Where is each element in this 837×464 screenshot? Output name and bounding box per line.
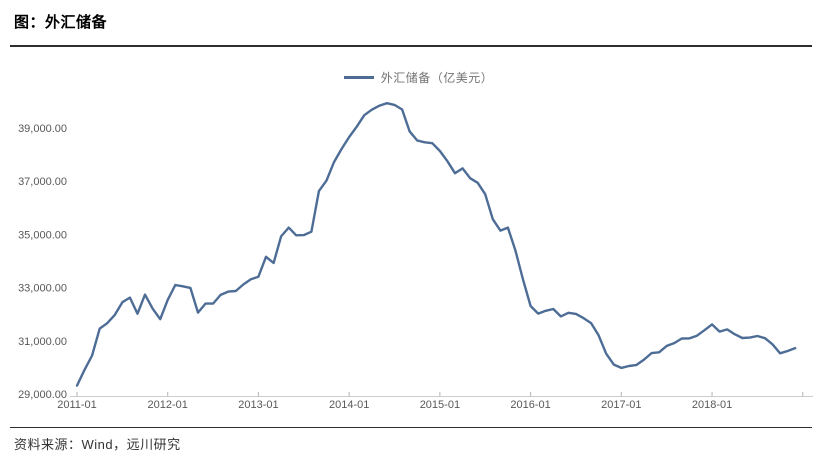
y-tick-label: 35,000.00 [18, 229, 67, 241]
x-tick-label: 2016-01 [510, 399, 550, 411]
x-tick-label: 2013-01 [238, 399, 278, 411]
x-tick-label: 2017-01 [601, 399, 641, 411]
x-axis [70, 392, 813, 397]
figure-title: 图：外汇储备 [14, 14, 108, 31]
y-tick-label: 39,000.00 [18, 123, 67, 135]
x-axis-labels: 2011-01 2012-01 2013-01 2014-01 2015-01 2016-… [57, 399, 732, 411]
legend-label: 外汇储备（亿美元） [380, 70, 494, 85]
footer-divider [10, 427, 812, 428]
x-tick-label: 2015-01 [420, 399, 460, 411]
fx-reserves-line-chart: 29,000.00 31,000.00 33,000.00 35,000.00 37,0… [18, 101, 813, 411]
x-tick-label: 2012-01 [148, 399, 188, 411]
series-line [75, 101, 797, 387]
y-tick-label: 31,000.00 [18, 336, 67, 348]
y-axis-labels: 29,000.00 31,000.00 33,000.00 35,000.00 37,0… [18, 123, 67, 401]
x-tick-label: 2011-01 [57, 399, 97, 411]
x-tick-label: 2014-01 [329, 399, 369, 411]
source-note: 资料来源：Wind，远川研究 [14, 437, 181, 452]
y-tick-label: 29,000.00 [18, 389, 67, 401]
chart-legend: 外汇储备（亿美元） [0, 69, 837, 85]
y-tick-label: 33,000.00 [18, 283, 67, 295]
x-tick-label: 2018-01 [692, 399, 732, 411]
fx-reserves-series [75, 101, 797, 387]
legend-line-swatch [343, 75, 374, 79]
y-tick-label: 37,000.00 [18, 176, 67, 188]
title-divider [10, 45, 812, 47]
